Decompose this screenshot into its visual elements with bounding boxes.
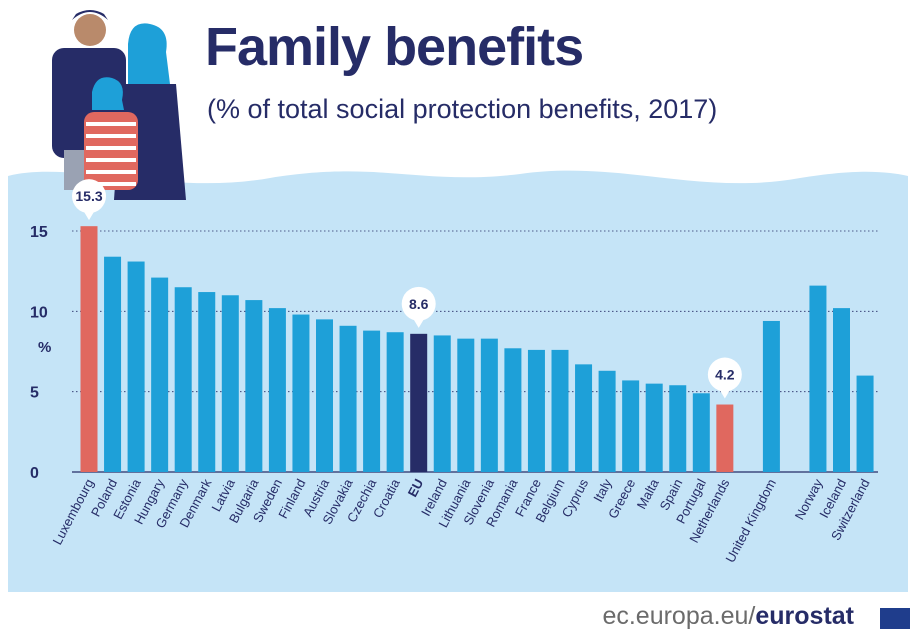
x-tick-label: EU: [405, 476, 427, 499]
bar-poland: [104, 256, 122, 472]
bar-bulgaria: [245, 300, 263, 472]
data-label: 8.6: [409, 296, 429, 312]
data-label-callout: 8.6: [401, 286, 436, 328]
bar-sweden: [268, 308, 286, 472]
bar-iceland: [833, 308, 850, 472]
bar-united-kingdom: [762, 320, 780, 472]
bar-croatia: [386, 332, 404, 472]
bar-romania: [504, 348, 522, 472]
bar-malta: [645, 383, 663, 472]
bar-cyprus: [575, 364, 593, 472]
bar-netherlands: [716, 404, 734, 472]
bar-eu: [410, 333, 428, 472]
bar-slovakia: [339, 325, 357, 472]
bar-switzerland: [856, 375, 874, 472]
bar-germany: [174, 287, 192, 472]
bar-portugal: [692, 393, 710, 472]
footer-brand: eurostat: [755, 602, 854, 630]
bar-slovenia: [480, 338, 498, 472]
data-label-callout: 15.3: [72, 179, 106, 221]
y-tick-label: 10: [30, 304, 48, 321]
bar-norway: [809, 285, 827, 472]
family-illustration: [52, 10, 186, 200]
bar-austria: [316, 319, 333, 472]
bar-denmark: [198, 292, 216, 472]
bar-finland: [292, 314, 310, 472]
footer-site: ec.europa.eu/: [602, 602, 756, 630]
y-axis-label: %: [38, 339, 51, 356]
footer-source: ec.europa.eu/eurostat: [602, 602, 854, 631]
bar-hungary: [151, 277, 169, 472]
data-label: 4.2: [715, 367, 735, 383]
bar-luxembourg: [80, 226, 98, 472]
y-tick-label: 5: [30, 385, 39, 402]
data-label-callout: 4.2: [707, 357, 742, 399]
bar-belgium: [551, 349, 569, 472]
bar-lithuania: [457, 338, 475, 472]
bar-ireland: [433, 335, 451, 472]
eu-flag-icon: [880, 608, 910, 629]
page-title: Family benefits: [205, 17, 584, 77]
bar-spain: [669, 385, 687, 472]
data-label: 15.3: [75, 188, 102, 204]
bar-czechia: [363, 330, 381, 472]
bar-latvia: [221, 295, 239, 472]
page-subtitle: (% of total social protection benefits, …: [207, 94, 718, 124]
bar-italy: [598, 370, 616, 472]
bar-estonia: [127, 261, 145, 472]
bar-greece: [622, 380, 640, 472]
y-tick-label: 0: [30, 465, 39, 482]
bar-france: [527, 349, 545, 472]
y-tick-label: 15: [30, 224, 48, 241]
